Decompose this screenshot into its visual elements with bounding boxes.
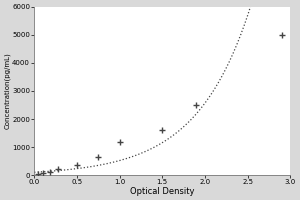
X-axis label: Optical Density: Optical Density — [130, 187, 194, 196]
Y-axis label: Concentration(pg/mL): Concentration(pg/mL) — [4, 53, 11, 129]
